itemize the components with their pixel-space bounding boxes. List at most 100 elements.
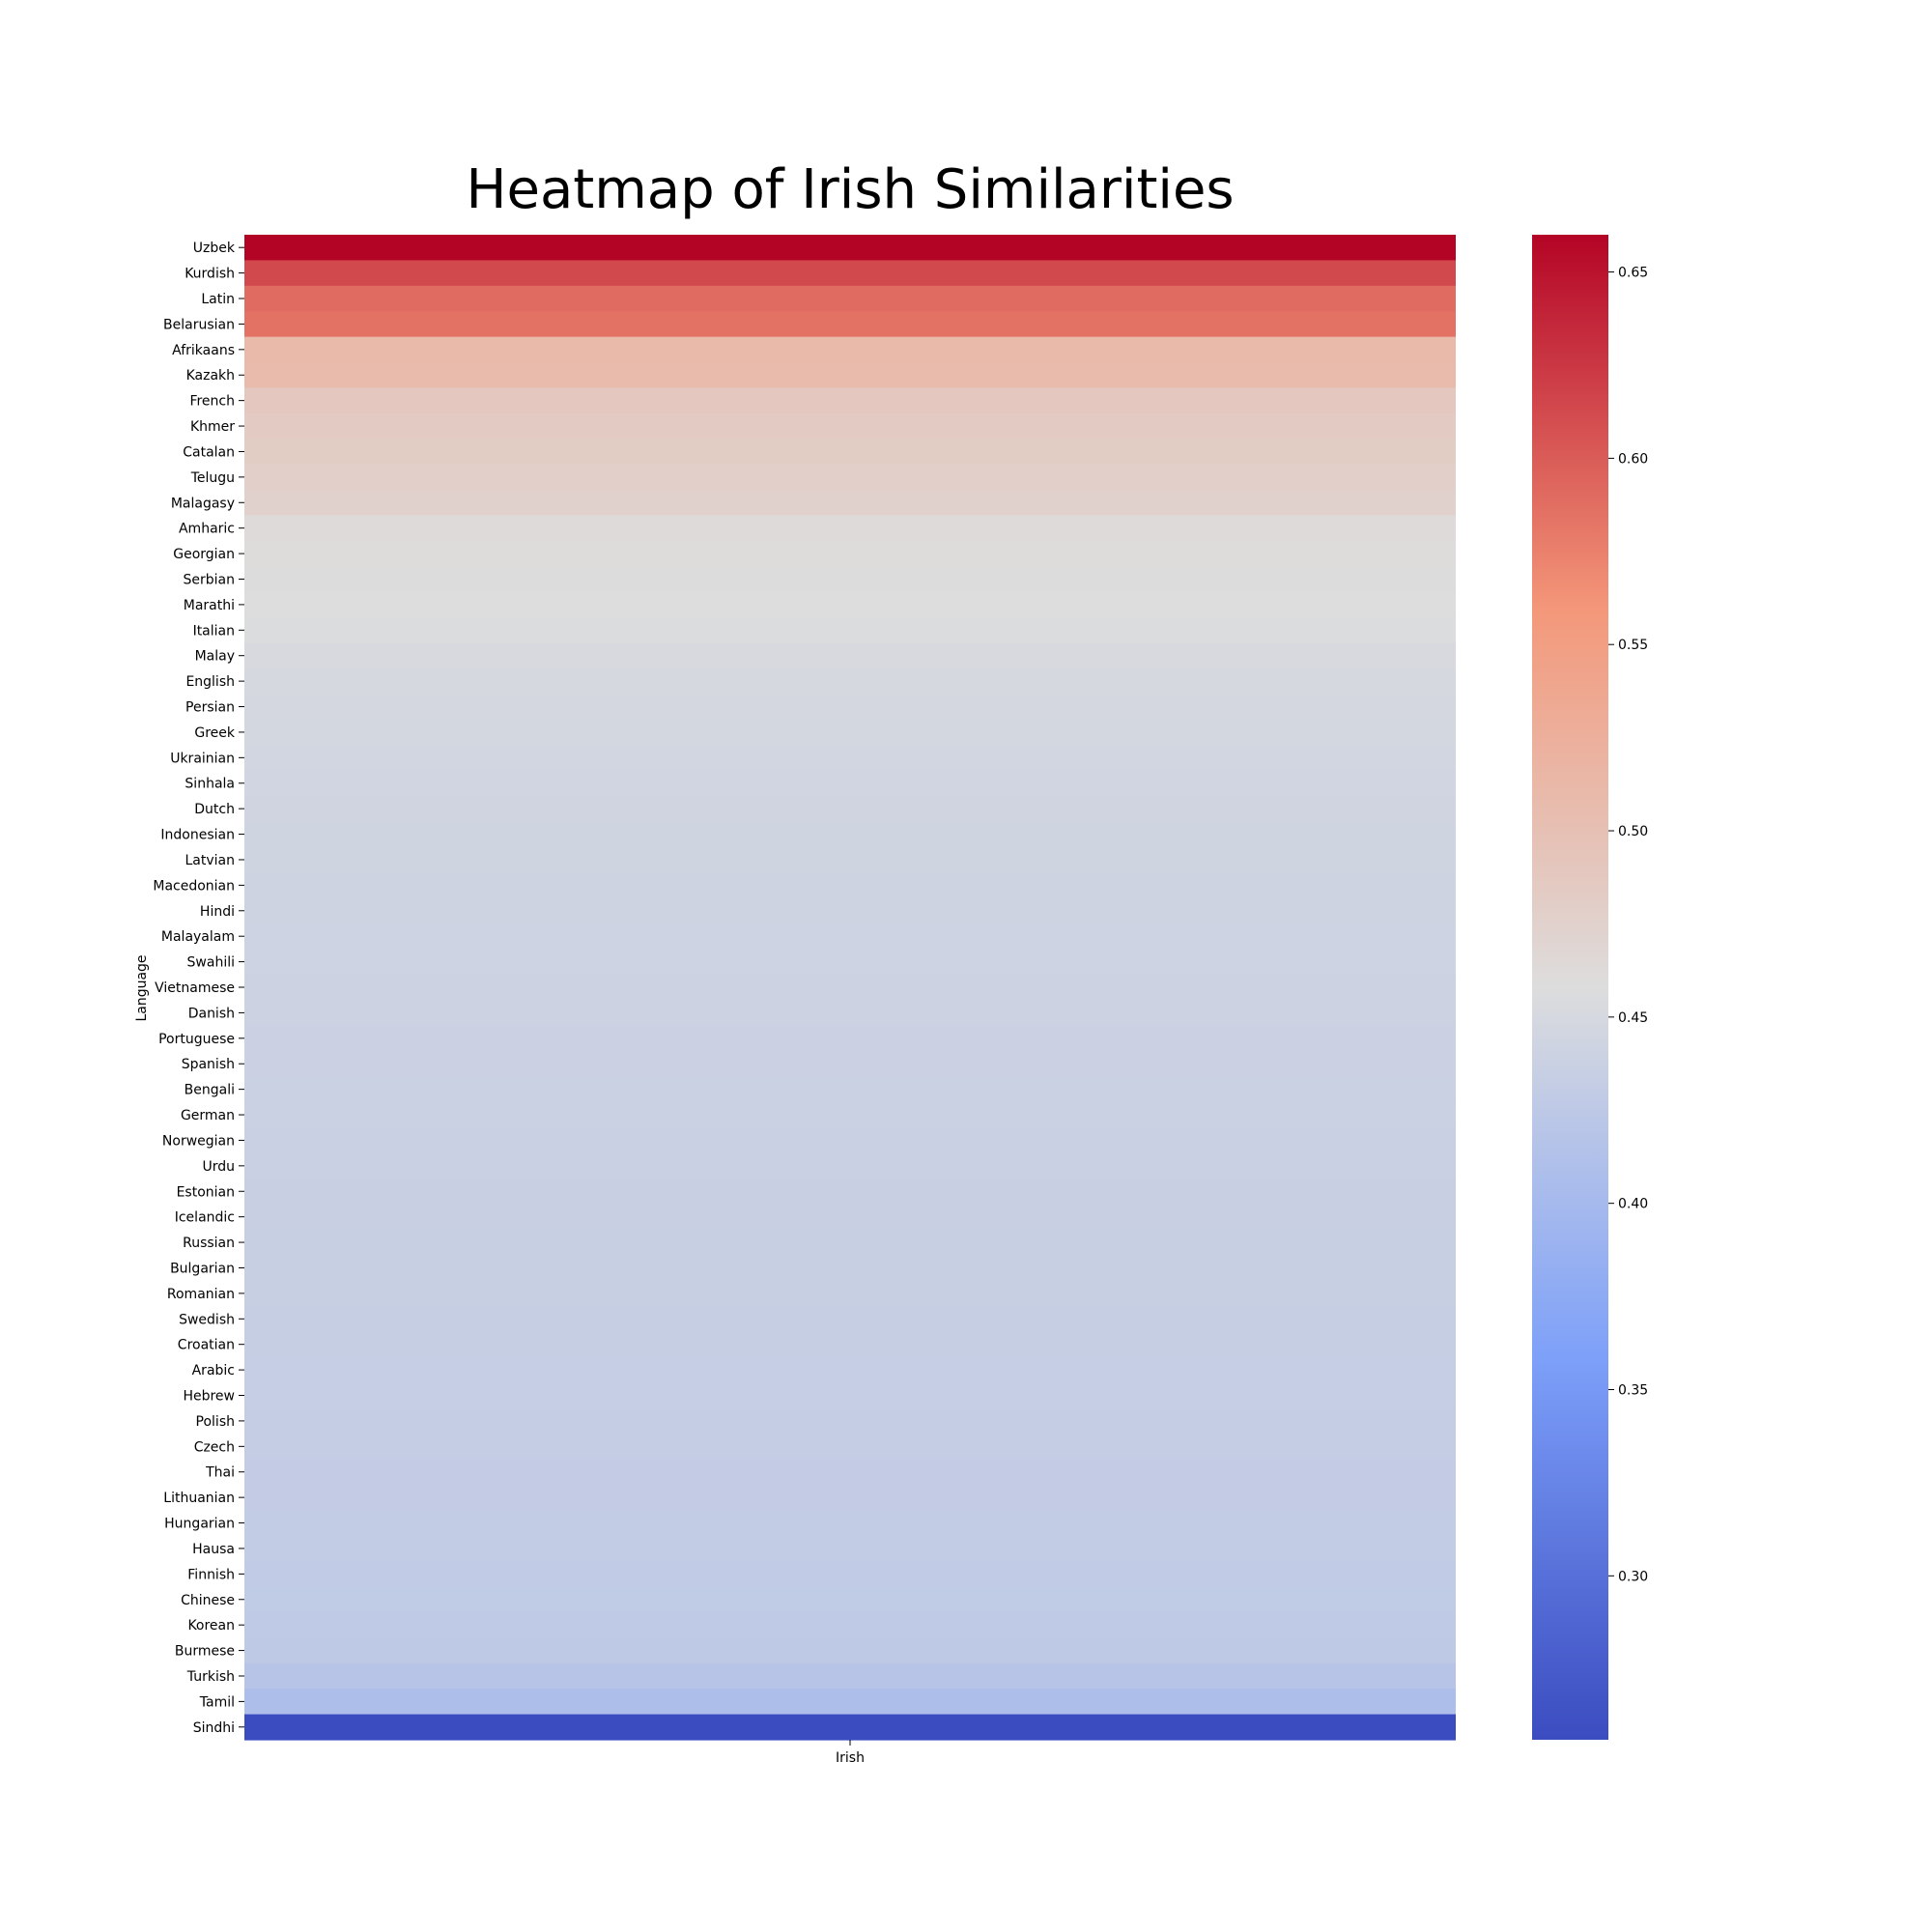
y-tick-label: Hindi bbox=[200, 904, 235, 920]
heatmap-cell bbox=[244, 694, 1456, 721]
y-tick-label: Spanish bbox=[182, 1057, 235, 1072]
y-tick-label: Bulgarian bbox=[170, 1261, 235, 1276]
heatmap-cell bbox=[244, 872, 1456, 899]
y-tick-label: Dutch bbox=[194, 802, 235, 817]
y-tick-label: Malayalam bbox=[161, 929, 235, 945]
y-tick-label: Khmer bbox=[190, 419, 235, 435]
heatmap-cell bbox=[244, 515, 1456, 542]
colorbar-tick-label: 0.35 bbox=[1618, 1382, 1648, 1398]
y-tick-label: English bbox=[185, 674, 235, 690]
y-tick-label: Amharic bbox=[179, 522, 235, 537]
heatmap-cell bbox=[244, 1255, 1456, 1282]
y-tick-label: Georgian bbox=[173, 547, 235, 562]
heatmap-cell bbox=[244, 1434, 1456, 1461]
colorbar-tick-label: 0.60 bbox=[1618, 451, 1648, 467]
colorbar-tick-label: 0.65 bbox=[1618, 266, 1648, 281]
heatmap-cell bbox=[244, 362, 1456, 389]
colorbar-tick-label: 0.50 bbox=[1618, 824, 1648, 839]
y-tick-label: Urdu bbox=[202, 1159, 235, 1175]
heatmap-cell bbox=[244, 235, 1456, 262]
y-tick-label: Czech bbox=[194, 1439, 235, 1455]
chart-title: Heatmap of Irish Similarities bbox=[466, 158, 1234, 221]
heatmap-cell bbox=[244, 1356, 1456, 1383]
heatmap-cell bbox=[244, 1306, 1456, 1333]
heatmap-cell bbox=[244, 285, 1456, 312]
heatmap-cell bbox=[244, 1561, 1456, 1588]
y-axis-ticks: Uzbek Kurdish Latin Belarusian Afrikaans Kaza… bbox=[153, 241, 244, 1736]
heatmap-cell bbox=[244, 795, 1456, 822]
heatmap-cell bbox=[244, 1280, 1456, 1307]
y-tick-label: Korean bbox=[187, 1618, 235, 1634]
heatmap-cell bbox=[244, 1637, 1456, 1664]
y-tick-label: Arabic bbox=[192, 1363, 235, 1378]
colorbar-tick-label: 0.40 bbox=[1618, 1197, 1648, 1212]
heatmap-cell bbox=[244, 846, 1456, 873]
y-tick-label: Persian bbox=[185, 700, 235, 716]
heatmap-cell bbox=[244, 260, 1456, 287]
colorbar-tick-label: 0.30 bbox=[1618, 1569, 1648, 1584]
heatmap-cell bbox=[244, 540, 1456, 567]
x-axis-ticks: Irish bbox=[836, 1740, 865, 1766]
heatmap-cell bbox=[244, 1407, 1456, 1435]
y-tick-label: Hausa bbox=[192, 1542, 235, 1557]
heatmap-cell bbox=[244, 1000, 1456, 1027]
y-tick-label: Polish bbox=[196, 1414, 235, 1430]
y-tick-label: Tamil bbox=[199, 1694, 235, 1710]
y-tick-label: German bbox=[181, 1108, 235, 1123]
heatmap-cell bbox=[244, 591, 1456, 618]
y-tick-label: Vietnamese bbox=[155, 980, 235, 996]
heatmap-cell bbox=[244, 412, 1456, 440]
y-tick-label: Indonesian bbox=[160, 828, 235, 843]
heatmap-cell bbox=[244, 745, 1456, 772]
heatmap-cell bbox=[244, 617, 1456, 644]
heatmap-cell bbox=[244, 974, 1456, 1001]
heatmap-cell bbox=[244, 1101, 1456, 1128]
heatmap-cell bbox=[244, 1127, 1456, 1154]
heatmap-cell bbox=[244, 668, 1456, 695]
y-tick-label: Sindhi bbox=[193, 1720, 235, 1736]
y-tick-label: Bengali bbox=[185, 1083, 235, 1098]
colorbar-tick-label: 0.55 bbox=[1618, 638, 1648, 653]
heatmap-cell bbox=[244, 1076, 1456, 1103]
y-tick-label: Kurdish bbox=[185, 267, 235, 282]
y-tick-label: Serbian bbox=[184, 572, 235, 587]
heatmap-cell bbox=[244, 1689, 1456, 1716]
heatmap-cell bbox=[244, 1025, 1456, 1052]
y-axis-label: Language bbox=[134, 954, 150, 1021]
heatmap-cell bbox=[244, 1459, 1456, 1486]
y-tick-label: Latvian bbox=[185, 853, 236, 868]
y-tick-label: Russian bbox=[183, 1236, 235, 1251]
heatmap-cell bbox=[244, 1586, 1456, 1613]
heatmap-cell bbox=[244, 923, 1456, 950]
heatmap-cells bbox=[244, 235, 1456, 1741]
y-tick-label: Swahili bbox=[187, 955, 235, 971]
heatmap-cell bbox=[244, 1662, 1456, 1690]
y-tick-label: Kazakh bbox=[186, 368, 235, 384]
y-tick-label: Hebrew bbox=[183, 1389, 235, 1405]
y-tick-label: Catalan bbox=[183, 444, 235, 460]
y-tick-label: Swedish bbox=[179, 1312, 235, 1327]
colorbar-gradient bbox=[1532, 235, 1608, 1740]
heatmap-cell bbox=[244, 1331, 1456, 1358]
heatmap-cell bbox=[244, 387, 1456, 414]
heatmap-cell bbox=[244, 1382, 1456, 1409]
heatmap-cell bbox=[244, 1051, 1456, 1078]
heatmap-cell bbox=[244, 1484, 1456, 1511]
y-tick-label: Marathi bbox=[184, 598, 235, 613]
heatmap-cell bbox=[244, 1510, 1456, 1537]
heatmap-cell bbox=[244, 1714, 1456, 1741]
y-tick-label: Burmese bbox=[175, 1644, 235, 1660]
heatmap-cell bbox=[244, 1179, 1456, 1206]
y-tick-label: Telugu bbox=[190, 470, 235, 486]
y-tick-label: Croatian bbox=[178, 1338, 235, 1353]
colorbar-tick-label: 0.45 bbox=[1618, 1010, 1648, 1026]
heatmap-cell bbox=[244, 642, 1456, 669]
heatmap-cell bbox=[244, 439, 1456, 466]
y-tick-label: Norwegian bbox=[162, 1133, 235, 1149]
y-tick-label: Portuguese bbox=[158, 1032, 235, 1047]
y-tick-label: Ukrainian bbox=[170, 751, 235, 766]
y-tick-label: Malagasy bbox=[171, 496, 235, 511]
heatmap-cell bbox=[244, 311, 1456, 338]
heatmap-cell bbox=[244, 1152, 1456, 1179]
